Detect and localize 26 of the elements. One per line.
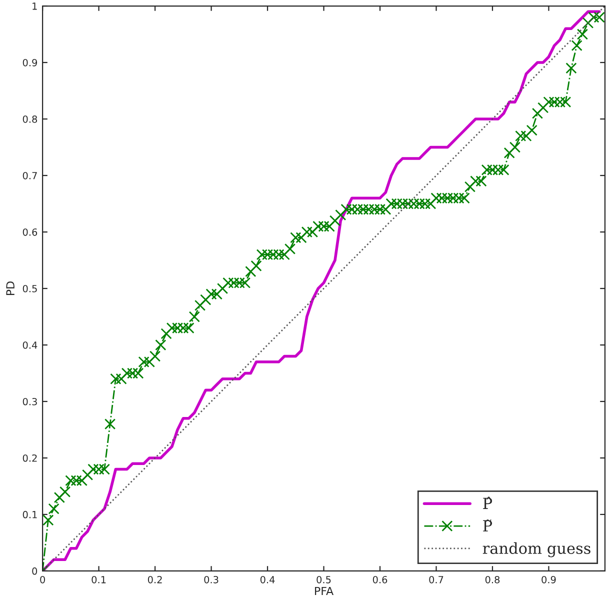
x-tick-label: 0 — [40, 576, 46, 584]
x-tick-label: 0.3 — [204, 576, 218, 584]
y-tick-label: 0.9 — [22, 58, 38, 66]
y-tick-label: 0.2 — [22, 454, 37, 462]
y-tick-label: 0.1 — [22, 510, 37, 518]
legend-label: P̃ — [483, 520, 492, 532]
y-tick-label: 0.7 — [22, 172, 37, 180]
x-tick-label: 0.7 — [429, 576, 444, 584]
x-tick-label: 0.1 — [92, 576, 106, 584]
y-tick-label: 0.6 — [22, 228, 38, 236]
y-tick-label: 0.4 — [22, 341, 38, 349]
x-tick-label: 0.8 — [485, 576, 500, 584]
x-axis-title: PFA — [315, 586, 334, 596]
legend-label: P̂ — [483, 496, 492, 509]
x-tick-label: 0.4 — [260, 576, 275, 584]
y-tick-label: 0 — [32, 567, 38, 575]
x-tick-label: 0.9 — [542, 576, 556, 584]
y-tick-label: 0.5 — [22, 284, 37, 292]
x-tick-label: 0.6 — [372, 576, 388, 584]
x-tick-label: 0.2 — [148, 576, 162, 584]
y-tick-label: 0.3 — [22, 398, 37, 406]
y-axis-title: PD — [6, 282, 14, 296]
x-tick-label: 0.5 — [316, 576, 331, 584]
y-tick-label: 1 — [32, 2, 37, 10]
legend-label: random guess — [482, 542, 590, 558]
y-tick-label: 0.8 — [22, 115, 38, 123]
